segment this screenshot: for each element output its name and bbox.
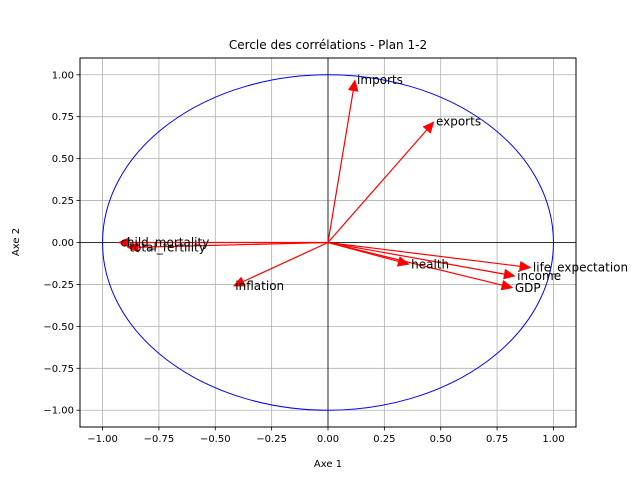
x-tick-label: −0.50 xyxy=(200,434,231,445)
vector-child_mortality-arrowhead xyxy=(117,237,130,248)
variable-label-life_expectation: life_expectation xyxy=(533,261,628,275)
x-tick-label: 1.00 xyxy=(542,434,564,445)
vector-imports-arrowhead xyxy=(347,79,359,92)
variable-label-total_fertility: total_fertility xyxy=(129,241,206,255)
vector-inflation-shaft xyxy=(243,241,329,283)
vector-total_fertility-arrowhead xyxy=(126,241,139,253)
y-tick-label: −1.00 xyxy=(43,406,74,417)
unit-circle xyxy=(102,74,554,411)
variable-label-layer: imports exports child_mortalitytotal_ferti… xyxy=(120,73,628,295)
variable-label-income: income xyxy=(517,269,561,283)
vector-imports-shaft xyxy=(327,90,354,243)
vector-GDP-arrowhead xyxy=(500,279,514,291)
vector-income-shaft xyxy=(327,241,505,275)
x-tick-label: 0.00 xyxy=(317,434,339,445)
x-tick-label: −0.75 xyxy=(144,434,175,445)
x-tick-label: 0.50 xyxy=(430,434,452,445)
y-tick-label: 0.75 xyxy=(52,112,74,123)
vector-exports-shaft xyxy=(327,129,428,243)
y-tick-label: −0.50 xyxy=(43,322,74,333)
vector-income-arrowhead xyxy=(503,268,516,280)
vector-life_expectation-shaft xyxy=(327,241,521,267)
y-tick-label: 0.00 xyxy=(52,238,74,249)
variable-label-inflation: inflation xyxy=(235,279,284,293)
x-tick-label: −0.25 xyxy=(256,434,287,445)
vector-GDP-shaft xyxy=(327,241,503,286)
y-tick-label: −0.75 xyxy=(43,364,74,375)
variable-label-health: health xyxy=(411,257,449,271)
y-tick-label: 1.00 xyxy=(52,70,74,81)
y-tick-label: −0.25 xyxy=(43,280,74,291)
variable-label-imports: imports xyxy=(357,73,403,87)
tick-layer: −1.00 −0.75 −0.50 −0.25 0.00 0.25 0.50 0.75 1.00… xyxy=(43,70,564,445)
vector-inflation-arrowhead xyxy=(232,276,246,287)
x-tick-label: 0.25 xyxy=(373,434,395,445)
vector-total_fertility-shaft xyxy=(138,241,329,248)
y-axis-title: Axe 2 xyxy=(11,228,22,256)
unit-circle-layer xyxy=(102,74,554,411)
variable-label-child_mortality: child_mortality xyxy=(120,236,209,250)
vector-exports-arrowhead xyxy=(422,121,435,134)
x-tick-label: −1.00 xyxy=(87,434,118,445)
chart-title: Cercle des corrélations - Plan 1-2 xyxy=(229,38,427,52)
variable-label-exports: exports xyxy=(436,115,481,129)
y-tick-label: 0.25 xyxy=(52,196,74,207)
vector-life_expectation-arrowhead xyxy=(519,260,532,272)
y-tick-label: 0.50 xyxy=(52,154,74,165)
variable-label-GDP: GDP xyxy=(515,281,541,295)
vector-layer xyxy=(117,79,532,291)
x-axis-title: Axe 1 xyxy=(314,459,342,470)
x-tick-label: 0.75 xyxy=(486,434,508,445)
